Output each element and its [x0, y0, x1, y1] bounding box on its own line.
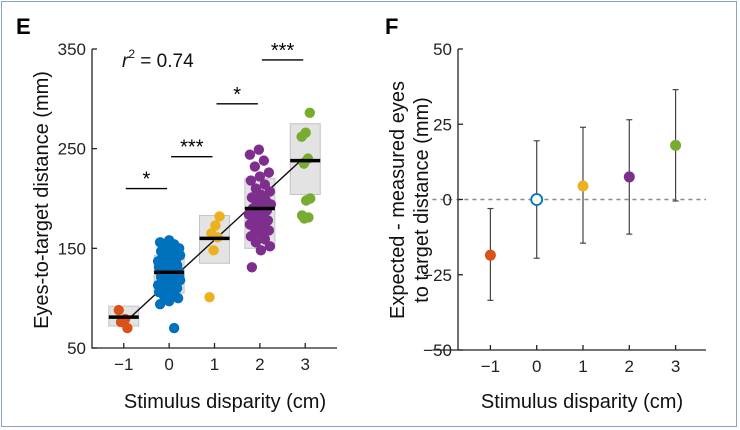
panel-f-letter: F	[385, 14, 398, 39]
x-tick-label-4: 3	[301, 355, 310, 374]
data-point-g3-2	[258, 155, 270, 166]
panel-e-y-axis-title: Eyes-to-target distance (mm)	[31, 71, 53, 329]
data-point-g2-5	[204, 291, 215, 303]
data-point-g0-0	[113, 304, 124, 316]
panel-e-points	[113, 107, 316, 334]
data-point-g4-6	[300, 195, 312, 206]
panel-f-errorbars	[484, 89, 682, 301]
r-squared-value: = 0.74	[135, 51, 194, 72]
y-tick-label-1: 150	[58, 239, 86, 258]
significance-label-0: *	[143, 169, 151, 191]
data-point-g2-0	[214, 211, 225, 222]
data-point-g3-31	[250, 237, 262, 248]
f-x-tick-label-1: 0	[532, 357, 541, 376]
x-tick-label-0: −1	[114, 355, 133, 374]
data-point-g4-2	[296, 131, 307, 142]
mean-point-1	[530, 193, 544, 206]
significance-label-1: ***	[180, 137, 204, 159]
mean-point-4	[670, 139, 682, 151]
f-y-tick-label-3: 25	[433, 115, 452, 134]
mean-point-0	[484, 249, 496, 261]
data-point-g2-4	[208, 245, 219, 256]
y-tick-label-3: 350	[58, 40, 86, 59]
data-point-g3-4	[263, 167, 275, 178]
data-point-g3-6	[245, 175, 257, 186]
f-y-tick-label-4: 50	[433, 40, 452, 59]
data-point-g1-48	[168, 322, 180, 334]
x-tick-label-3: 2	[255, 355, 264, 374]
mean-point-3	[623, 171, 635, 183]
r-squared-prefix: r	[122, 51, 129, 72]
significance-label-3: ***	[271, 40, 295, 62]
panel-e-medians	[108, 158, 321, 319]
panel-f-y-axis-title-line2: to target distance (mm)	[411, 97, 433, 303]
data-point-g3-9	[264, 186, 276, 197]
panel-e-letter: E	[16, 14, 31, 39]
data-point-g3-32	[264, 241, 276, 252]
panel-f-axes: −50 −25 0 25 50 −1 0 1 2 3	[423, 40, 706, 376]
data-point-g3-5	[254, 171, 266, 182]
data-point-g3-27	[263, 225, 275, 236]
f-x-tick-label-4: 3	[671, 357, 680, 376]
f-y-tick-label-1: −25	[423, 266, 452, 285]
panel-f-y-axis-title-line1: Expected - measured eyes	[387, 81, 409, 319]
panel-e-axis-frame	[91, 49, 337, 349]
panel-e-axes: 50 150 250 350 −1 0 1 2 3	[58, 40, 337, 374]
data-point-g1-45	[172, 292, 184, 304]
data-point-g3-1	[244, 149, 256, 160]
data-point-g1-46	[163, 295, 175, 307]
y-tick-label-0: 50	[67, 339, 86, 358]
data-point-g4-0	[304, 107, 315, 118]
r-squared-sup: 2	[128, 47, 135, 61]
f-x-tick-label-0: −1	[481, 357, 500, 376]
panel-e-significance: ********	[125, 40, 304, 191]
panel-e-x-axis-title: Stimulus disparity (cm)	[124, 391, 326, 413]
f-y-tick-label-2: 0	[443, 191, 452, 210]
y-tick-label-2: 250	[58, 140, 86, 159]
x-tick-label-2: 1	[210, 355, 219, 374]
data-point-g0-3	[122, 322, 133, 334]
r-squared-annotation: r2 = 0.74	[122, 47, 194, 72]
data-point-g3-33	[255, 245, 267, 256]
f-y-tick-label-0: −50	[423, 341, 452, 360]
significance-label-2: *	[233, 84, 241, 106]
mean-point-2	[577, 180, 589, 192]
data-point-g2-1	[210, 220, 221, 231]
data-point-g4-9	[299, 213, 310, 224]
data-point-g3-0	[253, 144, 265, 155]
x-tick-label-1: 0	[164, 355, 173, 374]
panel-f: F −50 −25 0 25 50 −1 0 1 2 3 Stimulus disparity (…	[385, 14, 706, 413]
data-point-g1-47	[154, 298, 166, 310]
data-point-g3-3	[249, 161, 261, 172]
panel-f-x-axis-title: Stimulus disparity (cm)	[481, 391, 683, 413]
f-x-tick-label-3: 2	[625, 357, 634, 376]
f-x-tick-label-2: 1	[578, 357, 587, 376]
data-point-g3-34	[246, 262, 258, 273]
